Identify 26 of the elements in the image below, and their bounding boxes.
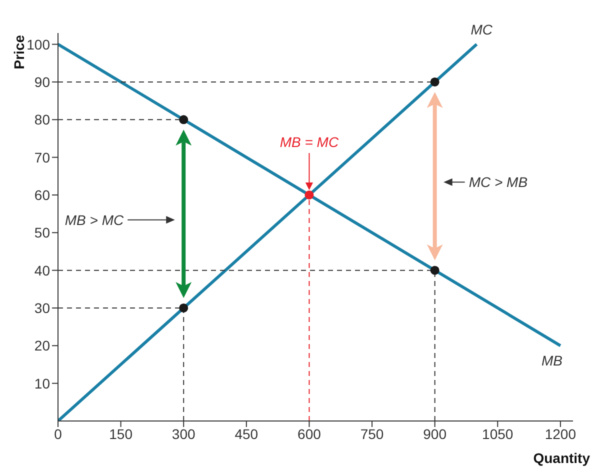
x-tick-label: 750 [360,426,384,442]
y-tick-label: 50 [34,224,50,241]
y-tick-label: 10 [34,375,50,392]
y-tick-label: 100 [26,36,50,52]
x-axis-title: Quantity [533,450,590,466]
series-label: MB [541,352,562,369]
y-tick-label: 70 [34,149,50,166]
y-axis-title: Price [11,34,27,70]
y-tick-label: 40 [34,262,50,278]
x-tick-label: 0 [54,426,62,442]
x-tick-label: 300 [172,426,196,442]
x-tick-label: 600 [298,426,322,442]
series-label: MC [470,21,494,38]
x-tick-label: 1050 [482,426,514,442]
y-tick-label: 30 [34,300,50,316]
annotation: MB = MC [280,134,340,150]
y-tick-label: 60 [34,186,50,203]
y-tick-label: 80 [34,112,50,128]
x-tick-label: 450 [234,426,258,442]
y-tick-label: 90 [34,74,50,90]
annotation: MB > MC [64,212,124,228]
x-tick-label: 1200 [544,426,576,442]
x-tick-label: 900 [423,426,447,442]
y-tick-label: 20 [34,338,50,354]
annotation: MC > MB [468,174,528,190]
x-tick-label: 150 [109,426,133,442]
